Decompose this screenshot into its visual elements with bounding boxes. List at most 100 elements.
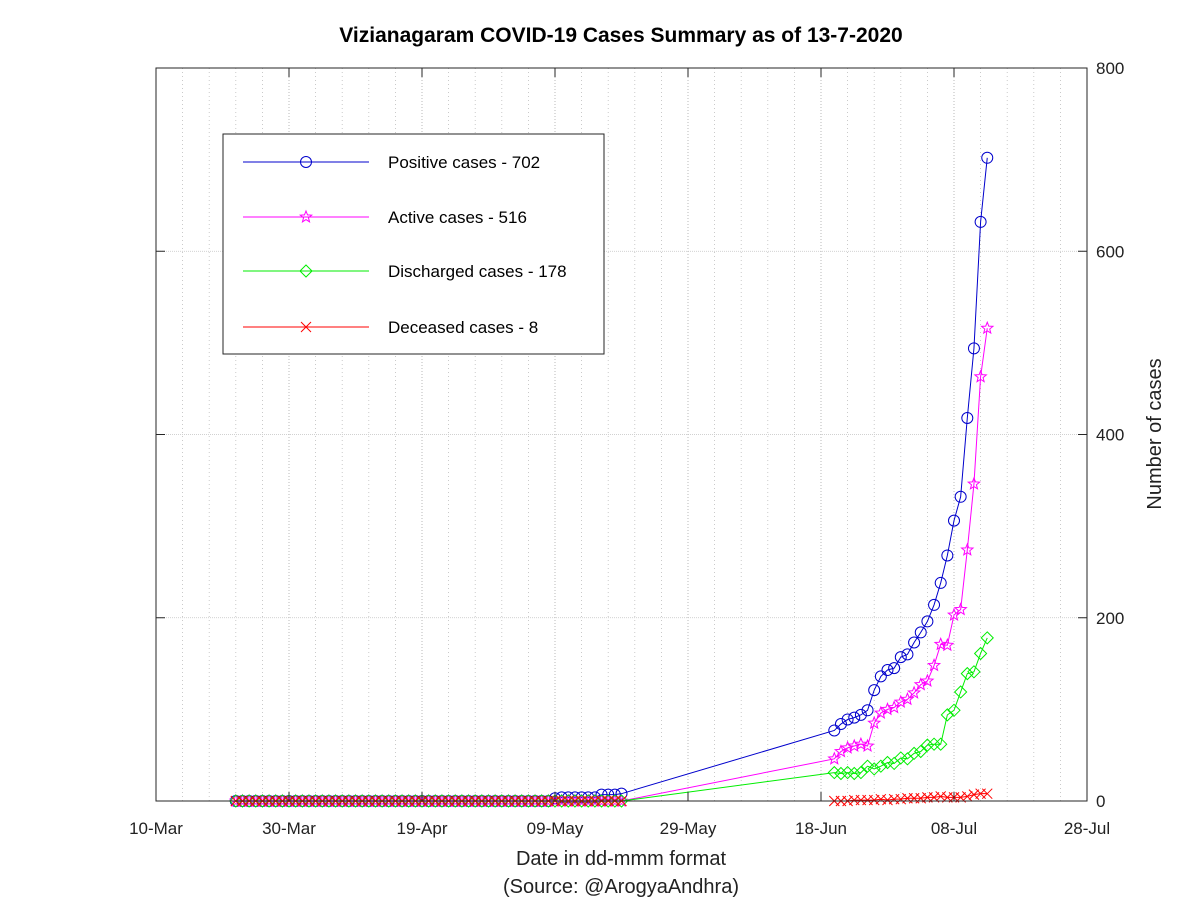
data-point xyxy=(980,320,995,335)
data-point xyxy=(868,684,881,697)
data-point-shape xyxy=(914,744,928,759)
data-point xyxy=(847,766,861,781)
data-point xyxy=(968,789,980,800)
data-point-shape xyxy=(861,704,874,717)
data-point-shape xyxy=(595,788,608,801)
data-point xyxy=(914,626,927,639)
legend-box xyxy=(222,133,605,355)
data-point xyxy=(920,673,935,687)
data-point-shape xyxy=(847,738,862,752)
legend-label: Deceased cases - 8 xyxy=(388,318,538,337)
data-point-shape xyxy=(927,737,941,751)
data-point xyxy=(874,670,887,683)
data-point-shape xyxy=(840,740,855,754)
data-point xyxy=(882,794,893,806)
legend-marker-shape xyxy=(299,264,313,278)
data-point xyxy=(961,791,973,802)
data-point-shape xyxy=(940,637,955,652)
legend-entry: Discharged cases - 178 xyxy=(243,262,567,281)
data-point xyxy=(608,788,621,801)
data-point-shape xyxy=(980,320,995,335)
data-point-shape xyxy=(860,738,875,752)
y-axis-label: Number of cases xyxy=(1144,358,1166,509)
data-point-shape xyxy=(921,615,934,628)
x-tick-labels: 10-Mar 30-Mar 19-Apr 09-May 29-May 18-Jun 08-J… xyxy=(129,819,1110,838)
data-point-stroke-b xyxy=(868,794,880,806)
legend-marker xyxy=(300,321,312,333)
data-point xyxy=(907,685,922,699)
data-point xyxy=(981,788,993,800)
data-point xyxy=(860,759,875,773)
data-point xyxy=(933,636,948,651)
data-point-shape xyxy=(967,665,981,679)
data-point-shape xyxy=(928,598,941,611)
legend-marker xyxy=(299,264,313,278)
data-point xyxy=(602,788,615,801)
data-point-shape xyxy=(860,759,875,773)
data-point-shape xyxy=(920,673,935,687)
data-point xyxy=(921,615,934,628)
data-point xyxy=(907,746,921,761)
major-grid xyxy=(156,68,1087,801)
data-point-shape xyxy=(927,658,942,672)
data-point xyxy=(914,744,928,759)
legend-marker xyxy=(300,156,312,168)
y-tick-label: 800 xyxy=(1096,59,1124,78)
data-point xyxy=(874,759,888,773)
data-point xyxy=(827,751,842,765)
data-point xyxy=(894,651,907,664)
data-point-shape xyxy=(948,514,960,527)
data-point-shape xyxy=(981,151,994,164)
data-point xyxy=(940,637,955,652)
legend-marker xyxy=(298,209,314,223)
data-point xyxy=(847,738,862,752)
data-point-shape xyxy=(980,631,994,645)
data-point xyxy=(973,646,988,661)
data-point xyxy=(935,791,947,802)
data-point xyxy=(927,658,942,672)
data-point xyxy=(867,762,881,776)
data-point-shape xyxy=(933,737,948,751)
data-point xyxy=(834,718,847,731)
x-tick-label: 10-Mar xyxy=(129,819,183,838)
data-point xyxy=(880,702,895,716)
data-point-shape xyxy=(874,759,888,773)
data-point xyxy=(940,708,955,722)
data-point-shape xyxy=(960,666,975,681)
x-tick-label: 28-Jul xyxy=(1064,819,1110,838)
data-point xyxy=(934,576,947,589)
data-point xyxy=(841,713,854,726)
legend-entry: Positive cases - 702 xyxy=(243,153,540,172)
data-point xyxy=(920,738,935,752)
data-point-shape xyxy=(907,746,921,761)
data-point xyxy=(948,514,960,527)
data-point-shape xyxy=(934,576,947,589)
data-point xyxy=(966,476,981,490)
x-tick-label: 29-May xyxy=(660,819,717,838)
data-point xyxy=(953,602,968,616)
data-point xyxy=(867,715,882,730)
data-point-shape xyxy=(602,788,615,801)
legend-marker-shape xyxy=(298,209,314,223)
data-point xyxy=(860,738,875,752)
data-point-shape xyxy=(615,787,628,800)
data-point xyxy=(888,662,901,675)
axis-ticks xyxy=(155,67,1088,802)
y-tick-labels: 0 200 400 600 800 xyxy=(1096,59,1124,811)
data-point xyxy=(953,685,968,699)
data-point-shape xyxy=(973,646,988,661)
legend-marker-stroke-b xyxy=(300,321,312,333)
data-point-shape xyxy=(841,713,854,726)
x-tick-label: 08-Jul xyxy=(931,819,977,838)
legend-entry: Deceased cases - 8 xyxy=(243,318,538,337)
data-point xyxy=(834,766,848,781)
data-point-shape xyxy=(940,708,955,722)
data-point-shape xyxy=(834,766,848,781)
data-point-stroke-b xyxy=(875,793,887,805)
data-point-shape xyxy=(967,342,980,355)
data-point-shape xyxy=(933,636,948,651)
data-point-shape xyxy=(914,626,927,639)
data-point-shape xyxy=(954,490,967,503)
data-point-shape xyxy=(847,766,861,781)
